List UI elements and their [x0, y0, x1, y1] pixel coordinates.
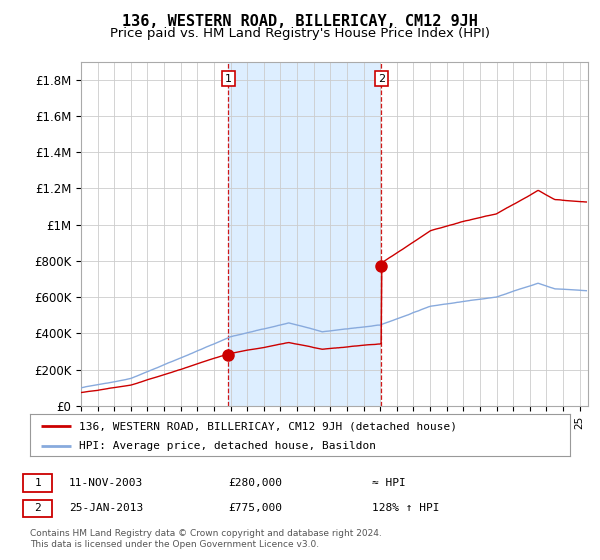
- Text: 2: 2: [378, 74, 385, 83]
- Text: 1: 1: [34, 478, 41, 488]
- Text: 136, WESTERN ROAD, BILLERICAY, CM12 9JH (detached house): 136, WESTERN ROAD, BILLERICAY, CM12 9JH …: [79, 421, 457, 431]
- Text: 11-NOV-2003: 11-NOV-2003: [69, 478, 143, 488]
- Text: 2: 2: [34, 503, 41, 514]
- Text: Price paid vs. HM Land Registry's House Price Index (HPI): Price paid vs. HM Land Registry's House …: [110, 27, 490, 40]
- Text: ≈ HPI: ≈ HPI: [372, 478, 406, 488]
- Text: 1: 1: [225, 74, 232, 83]
- Text: HPI: Average price, detached house, Basildon: HPI: Average price, detached house, Basi…: [79, 441, 376, 451]
- Text: 25-JAN-2013: 25-JAN-2013: [69, 503, 143, 514]
- Text: Contains HM Land Registry data © Crown copyright and database right 2024.
This d: Contains HM Land Registry data © Crown c…: [30, 529, 382, 549]
- Text: £280,000: £280,000: [228, 478, 282, 488]
- Text: £775,000: £775,000: [228, 503, 282, 514]
- Text: 136, WESTERN ROAD, BILLERICAY, CM12 9JH: 136, WESTERN ROAD, BILLERICAY, CM12 9JH: [122, 14, 478, 29]
- Text: 128% ↑ HPI: 128% ↑ HPI: [372, 503, 439, 514]
- Bar: [229, 62, 382, 406]
